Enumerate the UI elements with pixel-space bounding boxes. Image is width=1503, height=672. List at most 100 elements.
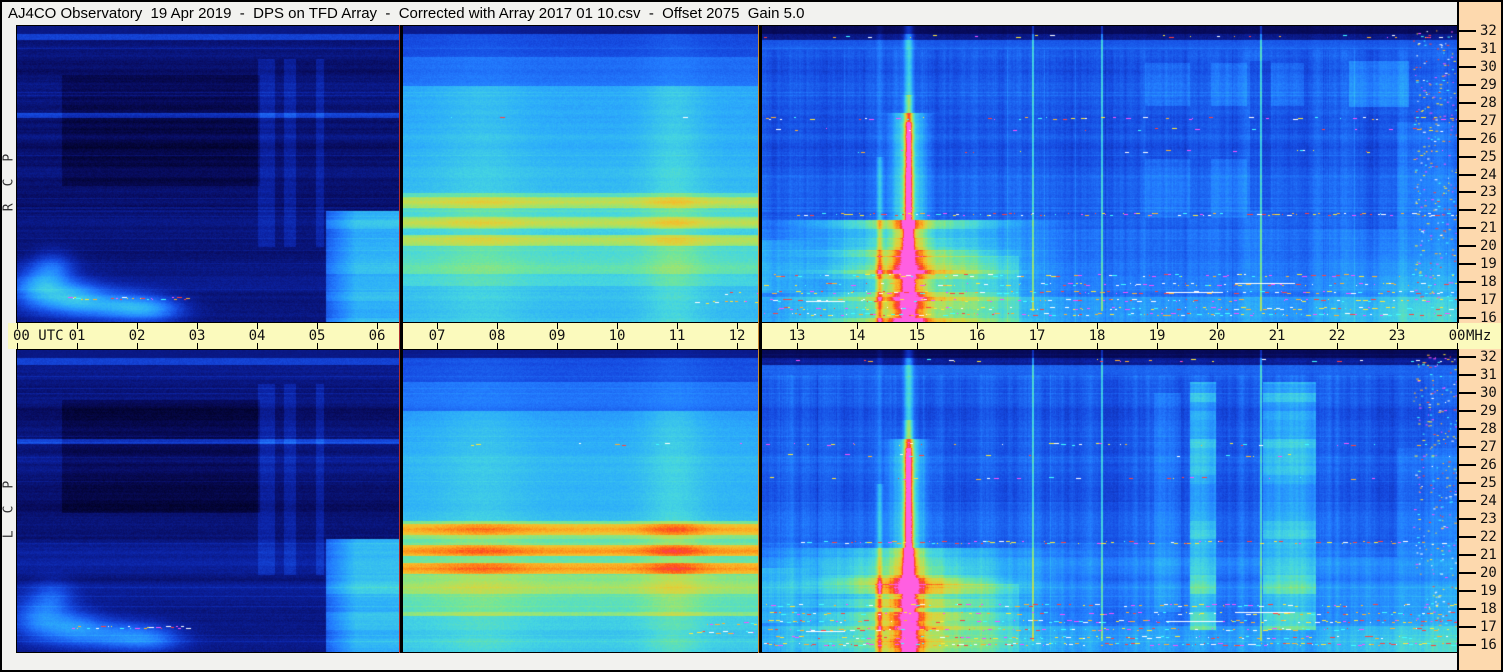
time-tick (77, 323, 78, 329)
time-tick (1397, 323, 1398, 329)
time-tick (617, 343, 618, 349)
freq-tick (1459, 626, 1476, 628)
time-tick (1457, 343, 1458, 349)
time-tick (557, 343, 558, 349)
freq-tick (1459, 84, 1476, 86)
time-tick (17, 343, 18, 349)
freq-tick-label: 23 (1480, 511, 1497, 527)
freq-tick (1459, 120, 1476, 122)
freq-tick (1459, 608, 1476, 610)
time-tick (437, 343, 438, 349)
freq-tick (1459, 482, 1476, 484)
freq-tick (1459, 227, 1476, 229)
time-tick (1277, 323, 1278, 329)
freq-tick (1459, 374, 1476, 376)
freq-tick (1459, 590, 1476, 592)
time-tick (797, 323, 798, 329)
time-tick (737, 343, 738, 349)
freq-tick (1459, 464, 1476, 466)
freq-tick-label: 21 (1480, 220, 1497, 236)
time-label: 21 (1268, 328, 1286, 344)
segment-divider-1 (399, 25, 403, 653)
page-title: AJ4CO Observatory 19 Apr 2019 - DPS on T… (8, 5, 805, 22)
freq-tick-label: 20 (1480, 238, 1497, 254)
freq-tick (1459, 245, 1476, 247)
freq-tick (1459, 644, 1476, 646)
time-tick (317, 343, 318, 349)
time-label: 16 (968, 328, 986, 344)
time-label: 23 (1388, 328, 1406, 344)
time-tick (1277, 343, 1278, 349)
freq-tick-label: 26 (1480, 457, 1497, 473)
time-label: 19 (1148, 328, 1166, 344)
freq-tick-label: 32 (1480, 349, 1497, 365)
time-tick (857, 343, 858, 349)
time-tick (137, 343, 138, 349)
freq-tick (1459, 500, 1476, 502)
time-label: 12 (728, 328, 746, 344)
freq-tick (1459, 30, 1476, 32)
time-tick (917, 343, 918, 349)
time-label: 11 (668, 328, 686, 344)
freq-tick-label: 24 (1480, 493, 1497, 509)
time-tick (1097, 323, 1098, 329)
freq-tick-label: 29 (1480, 403, 1497, 419)
time-label: 00 UTC (13, 328, 64, 344)
freq-tick-label: 28 (1480, 421, 1497, 437)
freq-tick (1459, 191, 1476, 193)
freq-tick (1459, 356, 1476, 358)
freq-tick-label: 16 (1480, 310, 1497, 326)
time-tick (1157, 323, 1158, 329)
freq-tick (1459, 536, 1476, 538)
time-tick (377, 343, 378, 349)
freq-tick-label: 17 (1480, 292, 1497, 308)
freq-tick-label: 17 (1480, 619, 1497, 635)
time-tick (797, 343, 798, 349)
time-tick (1097, 343, 1098, 349)
time-tick (677, 323, 678, 329)
time-label: 04 (248, 328, 266, 344)
freq-tick (1459, 299, 1476, 301)
time-tick (17, 323, 18, 329)
time-label: 22 (1328, 328, 1346, 344)
time-label: 08 (488, 328, 506, 344)
time-tick (1157, 343, 1158, 349)
time-tick (857, 323, 858, 329)
rcp-spectrogram (17, 26, 1457, 322)
time-tick (617, 323, 618, 329)
time-tick (737, 323, 738, 329)
time-label: 01 (68, 328, 86, 344)
freq-tick (1459, 174, 1476, 176)
freq-tick (1459, 554, 1476, 556)
time-label: 20 (1208, 328, 1226, 344)
freq-tick (1459, 263, 1476, 265)
freq-tick (1459, 392, 1476, 394)
time-label: 06 (368, 328, 386, 344)
time-tick (1217, 323, 1218, 329)
time-label: 10 (608, 328, 626, 344)
time-tick (1037, 343, 1038, 349)
freq-tick-label: 32 (1480, 23, 1497, 39)
time-label: 15 (908, 328, 926, 344)
time-tick (497, 323, 498, 329)
freq-tick-label: 25 (1480, 149, 1497, 165)
time-tick (1337, 323, 1338, 329)
time-label: 14 (848, 328, 866, 344)
time-label: 05 (308, 328, 326, 344)
freq-tick-label: 19 (1480, 256, 1497, 272)
freq-tick-label: 29 (1480, 77, 1497, 93)
time-tick (377, 323, 378, 329)
freq-tick (1459, 48, 1476, 50)
time-tick (137, 323, 138, 329)
freq-tick (1459, 66, 1476, 68)
time-tick (437, 323, 438, 329)
freq-tick-label: 30 (1480, 59, 1497, 75)
freq-tick-label: 26 (1480, 131, 1497, 147)
time-tick (1337, 343, 1338, 349)
time-tick (1397, 343, 1398, 349)
freq-tick-label: 16 (1480, 637, 1497, 653)
time-tick (1217, 343, 1218, 349)
freq-tick-label: 21 (1480, 547, 1497, 563)
time-tick (977, 343, 978, 349)
segment-divider-2 (758, 25, 762, 653)
